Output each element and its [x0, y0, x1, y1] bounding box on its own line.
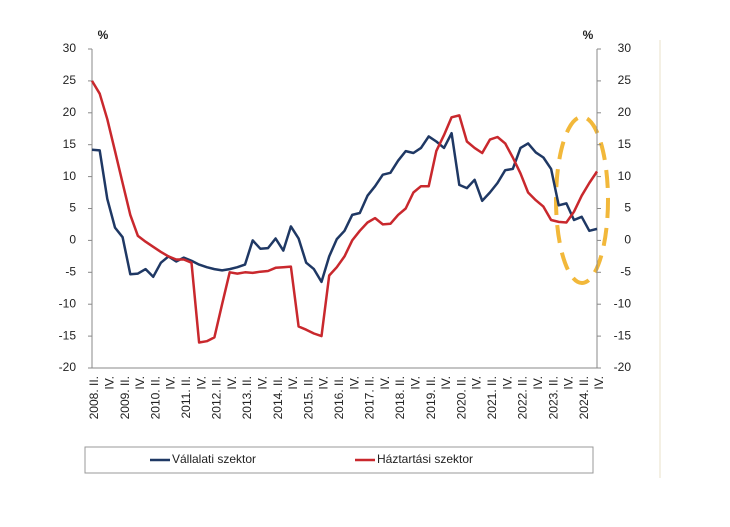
x-tick-label: IV.	[500, 376, 514, 390]
line-series	[90, 80, 599, 344]
x-tick-label: IV.	[256, 376, 270, 390]
x-tick-label: IV.	[102, 376, 116, 390]
x-tick-label: 2018. II.	[393, 376, 407, 419]
x-tick-label: IV.	[562, 376, 576, 390]
y2-unit: %	[583, 28, 594, 42]
x-tick-label: IV.	[317, 376, 331, 390]
y-tick-label: 15	[63, 137, 77, 151]
x-tick-label: 2010. II.	[148, 376, 162, 419]
y2-tick-label: 0	[624, 233, 631, 247]
x-tick-label: 2023. II.	[546, 376, 560, 419]
y-tick-label: 25	[63, 73, 77, 87]
legend-label: Háztartási szektor	[377, 452, 473, 466]
y-tick-label: 10	[63, 169, 77, 183]
x-tick-label: IV.	[439, 376, 453, 390]
y-tick-label: -20	[59, 360, 77, 374]
x-tick-label: IV.	[194, 376, 208, 390]
y2-tick-label: 10	[618, 169, 632, 183]
x-tick-label: IV.	[347, 376, 361, 390]
x-tick-label: 2014. II.	[271, 376, 285, 419]
x-tick-label: 2015. II.	[301, 376, 315, 419]
x-tick-label: 2016. II.	[332, 376, 346, 419]
x-tick-label: 2022. II.	[516, 376, 530, 419]
x-tick-label: 2019. II.	[424, 376, 438, 419]
x-tick-label: 2024. II.	[577, 376, 591, 419]
y2-tick-label: -15	[614, 328, 632, 342]
y2-tick-label: -20	[614, 360, 632, 374]
x-tick-label: IV.	[592, 376, 606, 390]
x-tick-label: 2013. II.	[240, 376, 254, 419]
x-tick-label: IV.	[225, 376, 239, 390]
y2-tick-label: 25	[618, 73, 632, 87]
line-series	[91, 131, 598, 284]
y2-tick-label: 20	[618, 105, 632, 119]
x-tick-label: 2012. II.	[210, 376, 224, 419]
x-tick-label: IV.	[531, 376, 545, 390]
x-tick-label: IV.	[470, 376, 484, 390]
x-tick-label: IV.	[164, 376, 178, 390]
x-tick-label: 2008. II.	[87, 376, 101, 419]
y2-tick-label: -10	[614, 296, 632, 310]
y2-tick-label: 15	[618, 137, 632, 151]
y2-tick-label: 30	[618, 41, 632, 55]
x-tick-label: IV.	[378, 376, 392, 390]
x-tick-label: IV.	[409, 376, 423, 390]
y-tick-label: -10	[59, 296, 77, 310]
x-tick-label: 2021. II.	[485, 376, 499, 419]
y2-tick-label: -5	[620, 264, 631, 278]
y-tick-label: 5	[69, 201, 76, 215]
y-tick-label: -15	[59, 328, 77, 342]
x-tick-label: 2009. II.	[118, 376, 132, 419]
x-tick-label: 2011. II.	[179, 376, 193, 418]
x-tick-label: IV.	[133, 376, 147, 390]
y-tick-label: -5	[65, 264, 76, 278]
x-tick-label: IV.	[286, 376, 300, 390]
y2-tick-label: 5	[624, 201, 631, 215]
y-tick-label: 30	[63, 41, 77, 55]
y-tick-label: 20	[63, 105, 77, 119]
legend-label: Vállalati szektor	[172, 452, 256, 466]
y-unit: %	[98, 28, 109, 42]
y-tick-label: 0	[69, 233, 76, 247]
highlight-ellipse	[554, 115, 610, 285]
legend-box	[84, 446, 594, 474]
x-tick-label: 2020. II.	[454, 376, 468, 419]
x-tick-label: 2017. II.	[363, 376, 377, 419]
